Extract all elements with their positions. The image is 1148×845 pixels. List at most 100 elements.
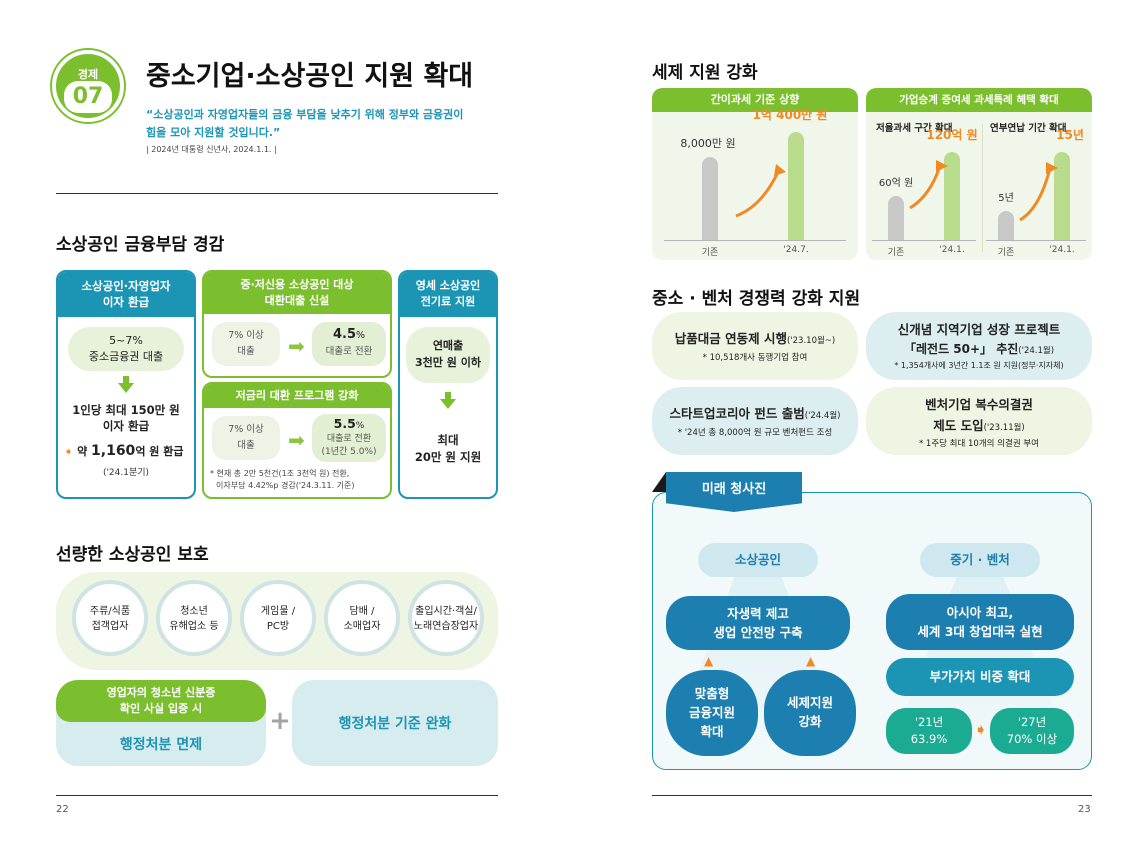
goal-line: 생업 안전망 구축 [713,625,803,640]
venture-item-1: 납품대금 연동제 시행('23.10월~) * 10,518개사 동행기업 참여 [652,312,858,380]
ratio-2021: '21년 63.9% [886,708,972,754]
down-arrow-icon [118,383,134,393]
up-arrow-icon: ▲ [704,654,714,668]
plus-icon: + [269,706,291,736]
to-note: (1년간 5.0%) [321,447,377,457]
circle-line: 게임물 / [260,606,296,617]
chart-tick-label: '24.1. [939,245,965,255]
pill-line: 7% 이상 [228,424,264,435]
relaxation-card: 행정처분 기준 완화 [292,680,498,766]
refund-amount-row: ➧ 약 1,160억 원 환급 [64,443,192,459]
growth-arrow-line [909,165,942,210]
exempt-label: 행정처분 면제 [119,737,203,753]
footer-divider [652,795,1092,796]
section-heading-finance: 소상공인 금융부담 경감 [56,235,225,255]
chart-tick-label: 기존 [887,248,905,258]
business-type-circle: 담배 / 소매업자 [324,580,400,656]
chart-axis [986,240,1086,241]
business-types-row: 주류/식품 접객업자 청소년 유해업소 등 게임물 / PC방 담배 / 소매업자 출입시간·객… [72,580,492,662]
growth-arrow-icon [1019,162,1058,222]
growth-arrow-icon [735,164,786,218]
simplified-tax-panel: 간이과세 기준 상향 기존 8,000만 원 '24.7. 1억 400만 원 [652,88,858,260]
sub-title: 저율과세 구간 확대 [876,123,953,134]
chart-value-label: 8,000만 원 [680,136,736,150]
sub-line: 확대 [700,724,724,739]
ratio-line: '27년 [1017,715,1047,729]
orange-arrow-icon: ➧ [64,445,74,458]
business-type-circle: 출입시간·객실/노래연습장업자 [408,580,484,656]
to-value-row: 4.5% [312,327,386,344]
goal-line: 세계 3대 창업대국 실현 [917,624,1043,639]
refinance-card: 중·저신용 소상공인 대상 대환대출 신설 7% 이상 대출 ➡ 4.5% 대출… [202,270,392,378]
green-arrow-icon: ➡ [288,334,305,358]
venture-item-2: 신개념 지역기업 성장 프로젝트 「레전드 50+」 추진('24.1월) * … [866,312,1092,380]
card-title-line: 이자 환급 [102,295,150,309]
result-line: 이자 환급 [102,419,150,433]
sub-line: 금융지원 [688,705,735,720]
circle-line: 소매업자 [343,621,381,632]
item-note: * 10,518개사 동행기업 참여 [702,353,808,363]
revenue-pill: 연매출 3천만 원 이하 [406,327,490,383]
right-arrow-icon: ➧ [974,720,988,739]
chart-value-label: 120억 원 [926,128,978,142]
chart-bar [788,132,804,240]
down-arrow-icon [123,376,129,383]
circle-line: 노래연습장업자 [413,621,479,632]
chart-tick-label: '24.7. [783,245,809,255]
goal-line: 자생력 제고 [727,606,789,621]
item-title: 제도 도입 [933,418,984,433]
venture-item-4: 벤처기업 복수의결권 제도 도입('23.11월) * 1주당 최대 10개의 … [866,387,1092,455]
pill-line: 7% 이상 [228,330,264,341]
item-date: ('24.1월) [1018,346,1055,356]
to-unit: % [355,421,365,431]
pill-line: 중소금융권 대출 [88,350,164,363]
footnote-line: * 현재 총 2만 5천건(1조 3천억 원) 전환, [210,469,350,478]
chart-bar [1054,152,1070,240]
chart-tick-label: 기존 [701,248,719,258]
item-note: * 1,354개사에 3년간 1.1조 원 지원(정부·지자체) [894,361,1064,370]
section-badge: 경제 07 [52,50,124,122]
future-tab-label: 미래 청사진 [701,482,767,497]
section-heading-venture: 중소 · 벤처 경쟁력 강화 지원 [652,289,861,309]
to-pill: 4.5% 대출로 전환 [312,322,386,366]
pill-line: 3천만 원 이하 [415,356,481,369]
item-note: * 1주당 최대 10개의 의결권 부여 [918,439,1039,449]
business-type-circle: 게임물 / PC방 [240,580,316,656]
quote-line-1: “소상공인과 자영업자들의 금융 부담을 낮추기 위해 정부와 금융권이 [146,108,464,121]
panel-title: 간이과세 기준 상향 [652,88,858,112]
chart-tick-label: '24.1. [1049,245,1075,255]
item-title: 벤처기업 복수의결권 [925,397,1033,412]
venture-item-3: 스타트업코리아 펀드 출범('24.4월) * '24년 총 8,000억 원 … [652,387,858,455]
goal-line: 아시아 최고, [946,605,1014,620]
section-heading-protection: 선량한 소상공인 보호 [56,545,209,565]
quote-source: | 2024년 대통령 신년사, 2024.1.1. | [146,145,277,154]
to-value: 4.5 [332,327,356,342]
interest-refund-card: 소상공인·자영업자 이자 환급 5~7% 중소금융권 대출 1인당 최대 150… [56,270,196,499]
low-rate-bracket-chart: 기존 60억 원 '24.1. 120억 원 [866,128,980,260]
support-result: 최대 20만 원 지원 [400,432,496,466]
small-business-label: 소상공인 [698,543,818,577]
item-title: 납품대금 연동제 시행 [674,331,787,346]
card-title-line: 소상공인·자영업자 [81,279,171,293]
item-date: ('23.11월) [983,423,1025,433]
ratio-line: 70% 이상 [1006,732,1058,746]
relax-label: 행정처분 기준 완화 [338,716,452,732]
result-line: 20만 원 지원 [414,450,482,464]
refund-suffix: 억 원 환급 [135,445,184,458]
tax-support-circle: 세제지원 강화 [764,670,856,756]
from-pill: 7% 이상 대출 [212,322,280,366]
item-title-row: 스타트업코리아 펀드 출범('24.4월) [652,403,858,422]
circle-line: PC방 [266,621,290,632]
panel-title: 가업승계 증여세 과세특례 혜택 확대 [866,88,1092,112]
circle-line: 출입시간·객실/ [415,606,477,617]
circle-line: 접객업자 [91,621,129,632]
card-title: 중·저신용 소상공인 대상 대환대출 신설 [204,272,390,314]
to-pill: 5.5% 대출로 전환 (1년간 5.0%) [312,414,386,462]
growth-arrow-icon [909,160,948,210]
growth-arrow-head [774,164,786,176]
low-rate-program-card: 저금리 대환 프로그램 강화 7% 이상 대출 ➡ 5.5% 대출로 전환 (1… [202,382,392,499]
inheritance-tax-panel: 가업승계 증여세 과세특례 혜택 확대 저율과세 구간 확대 연부연납 기간 확… [866,88,1092,260]
to-value-row: 5.5% [312,417,386,433]
left-main-goal: 자생력 제고 생업 안전망 구축 [666,596,850,650]
item-note: * '24년 총 8,000억 원 규모 벤처펀드 조성 [677,428,833,438]
